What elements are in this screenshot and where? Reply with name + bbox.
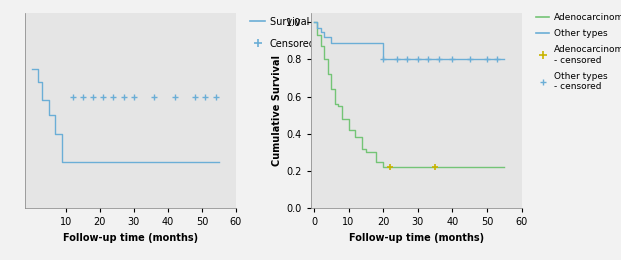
Y-axis label: Cumulative Survival: Cumulative Survival bbox=[272, 55, 282, 166]
Legend: Adenocarcinom, Other types, Adenocarcinom
- censored, Other types
- censored: Adenocarcinom, Other types, Adenocarcino… bbox=[532, 9, 621, 95]
Legend: Survival function, Censored: Survival function, Censored bbox=[247, 13, 356, 53]
X-axis label: Follow-up time (months): Follow-up time (months) bbox=[63, 233, 198, 243]
X-axis label: Follow-up time (months): Follow-up time (months) bbox=[348, 233, 484, 243]
